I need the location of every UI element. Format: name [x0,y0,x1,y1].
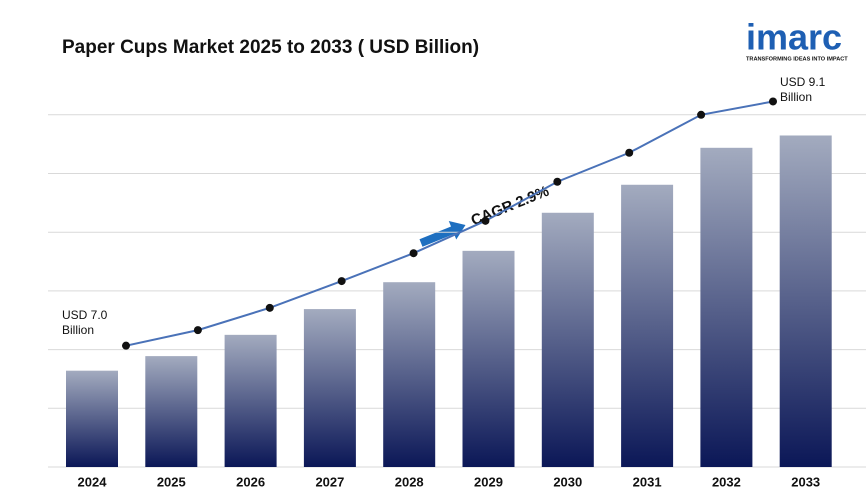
logo-name: imarc [746,17,842,58]
bar [66,370,118,467]
x-tick-label: 2027 [315,474,344,489]
bar [541,212,594,467]
logo-tagline: TRANSFORMING IDEAS INTO IMPACT [746,56,848,62]
start-annotation: USD 7.0 [62,308,108,322]
trend-point [193,326,202,335]
bar [145,356,198,467]
x-tick-label: 2033 [791,474,820,489]
trend-point [769,97,777,106]
start-annotation: Billion [62,323,94,337]
x-tick-label: 2030 [553,474,582,489]
trend-point [481,216,490,225]
x-tick-label: 2028 [395,474,424,489]
bar [383,282,436,467]
bar [779,135,832,468]
end-annotation: Billion [780,90,812,104]
x-tick-label: 2026 [236,474,265,489]
x-tick-label: 2029 [474,474,503,489]
bar [224,334,277,467]
trend-point [122,341,130,350]
trend-point [697,110,706,119]
x-tick-label: 2031 [633,474,662,489]
cagr-arrow [419,220,466,247]
bar [700,147,753,468]
end-annotation: USD 9.1 [780,75,826,89]
bar [303,309,356,467]
bar [462,250,515,467]
x-tick-label: 2032 [712,474,741,489]
trend-point [409,249,418,258]
chart-title: Paper Cups Market 2025 to 2033 ( USD Bil… [62,37,479,58]
trend-point [265,303,274,312]
trend-point [625,148,634,157]
x-tick-label: 2025 [157,474,186,489]
x-tick-label: 2024 [78,474,108,489]
bar [621,184,674,467]
trend-line [125,100,774,347]
trend-point [337,277,346,286]
trend-point [553,177,562,186]
